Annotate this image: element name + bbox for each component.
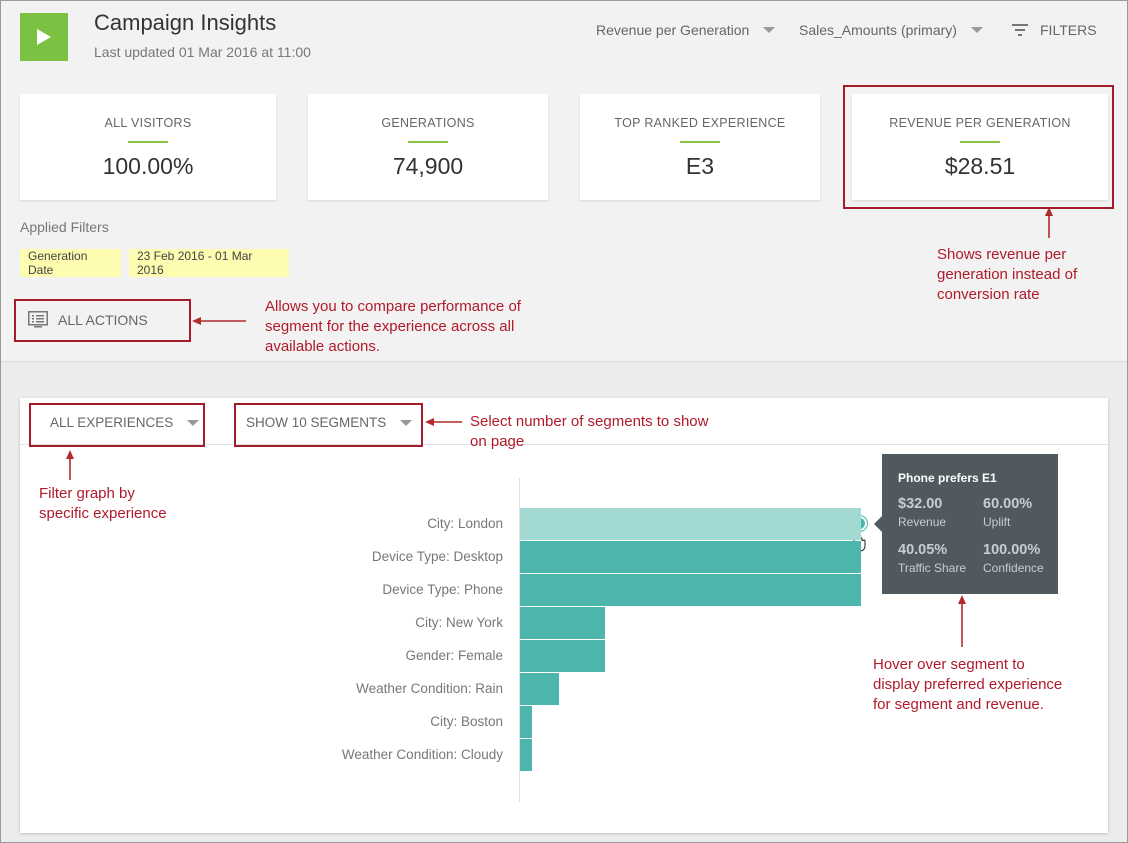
segment-bar[interactable] [520, 508, 861, 540]
segment-label: City: Boston [430, 714, 503, 729]
segment-bar[interactable] [520, 739, 532, 771]
kpi-label: GENERATIONS [381, 116, 475, 130]
play-icon [37, 29, 51, 45]
panel-toolbar [20, 398, 1108, 445]
annotation-box-all-actions [14, 299, 191, 342]
tooltip-uplift: 60.00% Uplift [983, 496, 1032, 529]
segment-bar[interactable] [520, 574, 861, 606]
kpi-card-revenue-per-generation: REVENUE PER GENERATION $28.51 [852, 94, 1108, 200]
kpi-divider [960, 141, 1000, 143]
segment-bar[interactable] [520, 673, 559, 705]
tooltip-value: $32.00 [898, 496, 943, 512]
chevron-down-icon [187, 419, 200, 426]
filter-chip-date-range[interactable]: 23 Feb 2016 - 01 Mar 2016 [129, 249, 289, 277]
segment-label: City: London [427, 516, 503, 531]
kpi-value: $28.51 [944, 153, 1016, 179]
tooltip-label: Traffic Share [898, 561, 967, 575]
annotation-hover-text: Hover over segment to display preferred … [873, 656, 1063, 713]
chevron-down-icon [970, 27, 983, 33]
annotation-box-experiences [29, 403, 205, 447]
applied-filters-title: Applied Filters [20, 219, 109, 235]
segment-label: Gender: Female [405, 648, 503, 663]
kpi-divider [128, 141, 168, 143]
tooltip-label: Confidence [983, 561, 1044, 575]
tooltip-value: 40.05% [898, 542, 948, 558]
annotation-segments-text: Select number of segments to show on pag… [470, 413, 709, 450]
kpi-card-top-ranked-experience: TOP RANKED EXPERIENCE E3 [580, 94, 820, 200]
last-updated-text: Last updated 01 Mar 2016 at 11:00 [94, 44, 311, 60]
tooltip-value: 100.00% [983, 542, 1041, 558]
chevron-down-icon [763, 27, 776, 33]
annotation-box-segments [234, 403, 423, 447]
goal-select-label: Sales_Amounts (primary) [799, 22, 957, 38]
kpi-divider [680, 141, 720, 143]
segment-tooltip: Phone prefers E1 $32.00 Revenue 60.00% U… [874, 454, 1058, 594]
tooltip-label: Uplift [983, 515, 1011, 529]
metric-select[interactable]: Revenue per Generation [596, 22, 776, 38]
segment-label: Weather Condition: Cloudy [341, 747, 503, 762]
list-icon [28, 311, 48, 328]
segment-bar[interactable] [520, 607, 605, 639]
experiences-dropdown-label: ALL EXPERIENCES [50, 415, 174, 430]
tooltip-revenue: $32.00 Revenue [898, 496, 946, 529]
segment-label: Device Type: Phone [382, 582, 503, 597]
all-actions-button[interactable]: ALL ACTIONS [28, 311, 148, 329]
kpi-label: REVENUE PER GENERATION [889, 116, 1071, 130]
chart-axis [519, 478, 520, 802]
filters-label: FILTERS [1040, 22, 1097, 38]
kpi-card-all-visitors: ALL VISITORS 100.00% [20, 94, 276, 200]
kpi-card-generations: GENERATIONS 74,900 [308, 94, 548, 200]
filter-icon [1012, 24, 1028, 36]
segment-bar[interactable] [520, 706, 532, 738]
tooltip-traffic-share: 40.05% Traffic Share [898, 542, 966, 575]
segment-label: Weather Condition: Rain [356, 681, 503, 696]
all-actions-label: ALL ACTIONS [58, 312, 148, 328]
segment-label: Device Type: Desktop [371, 549, 503, 564]
kpi-label: ALL VISITORS [104, 116, 192, 130]
annotation-filter-text: Filter graph by specific experience [39, 485, 167, 522]
filter-chip-generation-date[interactable]: Generation Date [20, 249, 121, 277]
filters-button[interactable]: FILTERS [1012, 22, 1097, 38]
page-title: Campaign Insights [94, 10, 277, 35]
goal-select[interactable]: Sales_Amounts (primary) [799, 22, 983, 38]
chevron-down-icon [400, 419, 413, 426]
segment-label: City: New York [415, 615, 503, 630]
experiences-dropdown[interactable]: ALL EXPERIENCES [50, 415, 200, 430]
metric-select-label: Revenue per Generation [596, 22, 750, 38]
segments-count-dropdown[interactable]: SHOW 10 SEGMENTS [246, 415, 413, 430]
kpi-value: 100.00% [102, 153, 194, 179]
tooltip-confidence: 100.00% Confidence [983, 542, 1044, 575]
play-button[interactable] [20, 13, 68, 61]
annotation-revenue-text: Shows revenue per generation instead of … [937, 246, 1078, 303]
tooltip-label: Revenue [898, 515, 947, 529]
kpi-divider [408, 141, 448, 143]
tooltip-title: Phone prefers E1 [898, 471, 997, 485]
annotation-box-revenue [843, 85, 1114, 209]
annotation-actions-text: Allows you to compare performance of seg… [265, 298, 521, 355]
segment-bar[interactable] [520, 541, 861, 573]
kpi-value: E3 [685, 153, 715, 179]
segment-bar[interactable] [520, 640, 605, 672]
kpi-value: 74,900 [392, 153, 464, 179]
segments-count-dropdown-label: SHOW 10 SEGMENTS [246, 415, 387, 430]
tooltip-value: 60.00% [983, 496, 1033, 512]
kpi-label: TOP RANKED EXPERIENCE [614, 116, 786, 130]
